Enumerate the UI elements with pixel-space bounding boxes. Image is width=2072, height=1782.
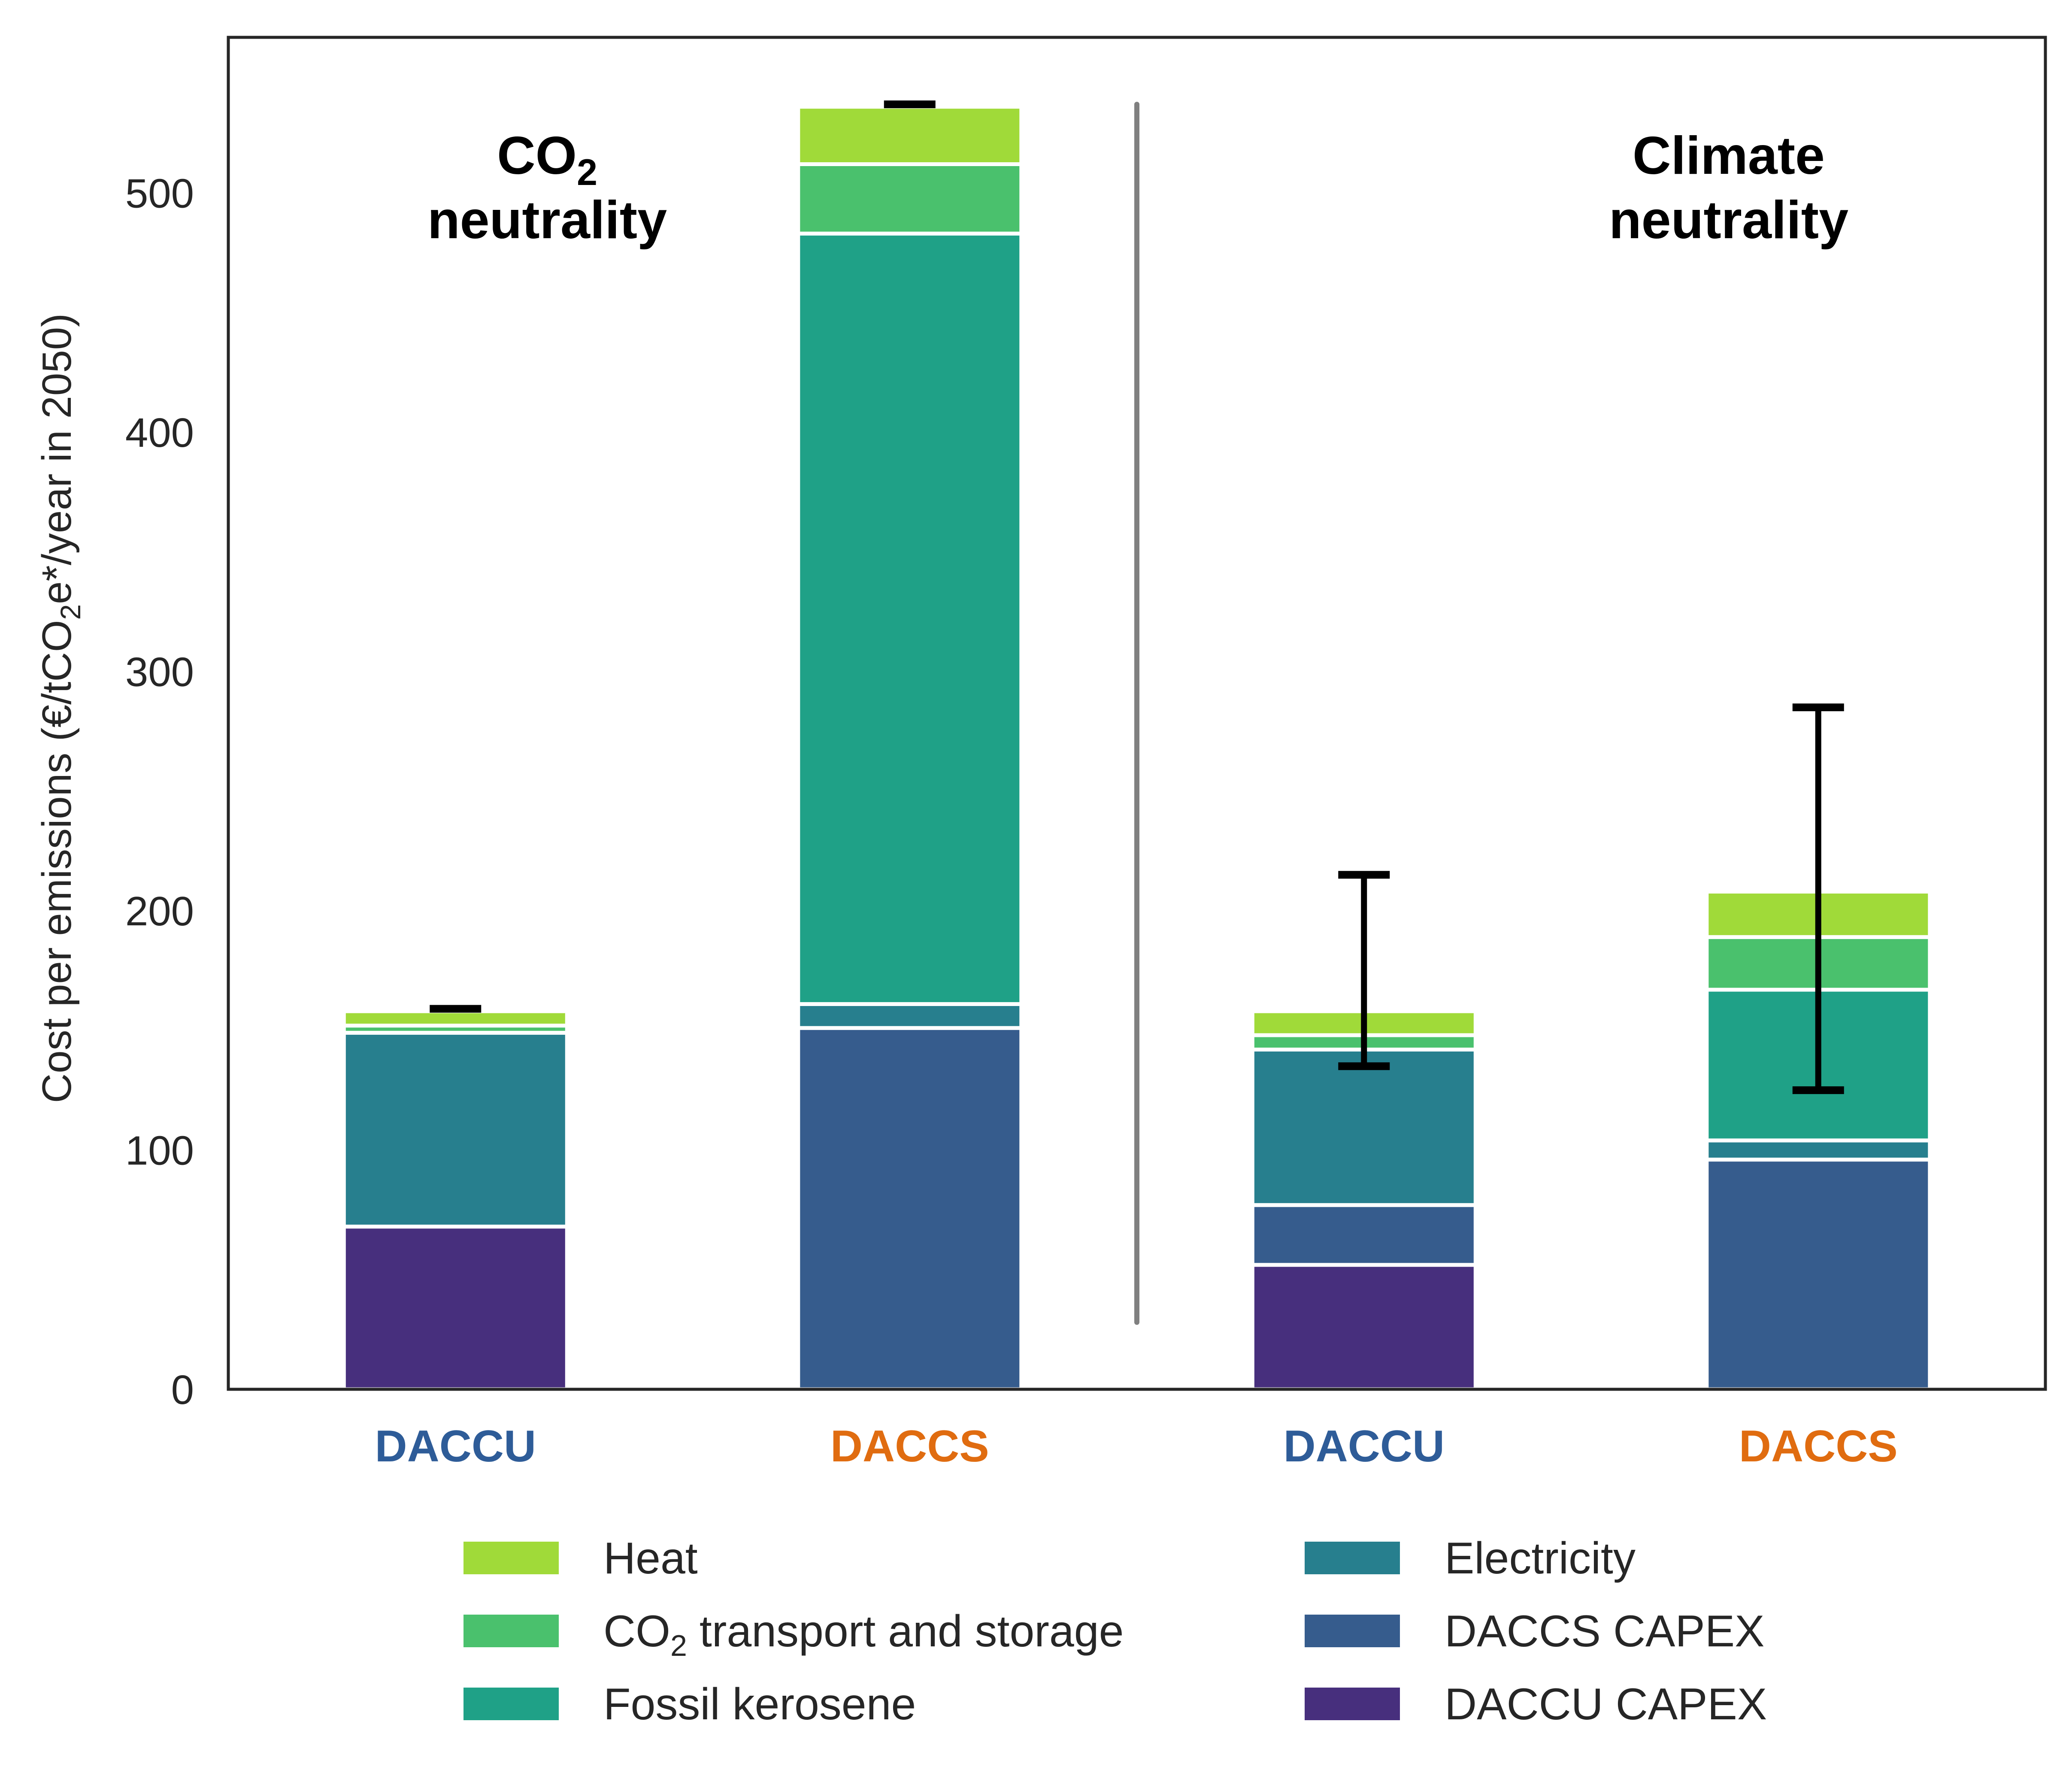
legend-label-part: CO: [603, 1606, 670, 1656]
legend-label-heat: Heat: [603, 1533, 698, 1583]
bar-segment-daccs-capex-4: [1707, 1160, 1930, 1389]
legend-label-part: DACCS CAPEX: [1445, 1606, 1765, 1656]
bar-segment-heat-1: [344, 1011, 567, 1026]
legend-label-subscript: 2: [670, 1629, 687, 1662]
y-axis-label-subscript: 2: [55, 604, 86, 620]
x-category-label-daccu-3: DACCU: [1284, 1421, 1445, 1471]
group-title-part: CO: [497, 126, 577, 185]
bar-segment-daccs-capex-2: [798, 1028, 1021, 1389]
legend-swatch-heat: [463, 1542, 559, 1574]
x-category-label-daccs-4: DACCS: [1739, 1421, 1898, 1471]
legend-swatch-fossil-kerosene: [463, 1688, 559, 1720]
y-axis-label: Cost per emissions (€/tCO2e*/year in 205…: [34, 313, 86, 1103]
legend-swatch-daccs-capex: [1305, 1615, 1400, 1647]
bar-segment-daccu-capex-3: [1252, 1265, 1475, 1389]
legend-label-part: Heat: [603, 1533, 698, 1583]
y-axis-label-part: Cost per emissions (€/tCO: [34, 620, 80, 1103]
bar-segment-daccu-capex-1: [344, 1227, 567, 1389]
legend-label-part: transport and storage: [687, 1606, 1124, 1656]
bar-segment-electricity-3: [1252, 1049, 1475, 1205]
bar-segment-co2-transport-and-storage-2: [798, 164, 1021, 234]
group-title-subscript: 2: [577, 152, 597, 193]
y-tick-label: 400: [125, 410, 194, 456]
legend-label-part: DACCU CAPEX: [1445, 1679, 1767, 1729]
legend-swatch-co2-transport-and-storage: [463, 1615, 559, 1647]
legend-label-part: Fossil kerosene: [603, 1679, 916, 1729]
legend-swatch-daccu-capex: [1305, 1688, 1400, 1720]
y-tick-label: 100: [125, 1128, 194, 1174]
group-title-climate-neutrality-line2: neutrality: [1609, 191, 1848, 250]
x-category-label-daccs-2: DACCS: [830, 1421, 989, 1471]
bar-segment-electricity-4: [1707, 1140, 1930, 1160]
bar-segment-fossil-kerosene-2: [798, 233, 1021, 1004]
y-axis-label-part: e*/year in 2050): [34, 313, 80, 604]
legend-label-part: Electricity: [1445, 1533, 1636, 1583]
y-tick-label: 300: [125, 649, 194, 695]
x-category-label-daccu-1: DACCU: [375, 1421, 536, 1471]
bar-segment-electricity-1: [344, 1033, 567, 1227]
group-title-co2-neutrality-line2: neutrality: [427, 191, 667, 250]
bar-segment-heat-2: [798, 107, 1021, 164]
y-tick-label: 0: [171, 1367, 194, 1413]
bar-segment-electricity-2: [798, 1004, 1021, 1028]
bar-segment-daccs-capex-3: [1252, 1205, 1475, 1265]
group-title-climate-neutrality: Climate: [1633, 126, 1825, 185]
y-tick-label: 200: [125, 888, 194, 934]
legend-label-electricity: Electricity: [1445, 1533, 1636, 1583]
legend-label-daccu-capex: DACCU CAPEX: [1445, 1679, 1767, 1729]
legend-swatch-electricity: [1305, 1542, 1400, 1574]
legend-label-daccs-capex: DACCS CAPEX: [1445, 1606, 1765, 1656]
y-tick-label: 500: [125, 170, 194, 216]
legend-label-fossil-kerosene: Fossil kerosene: [603, 1679, 916, 1729]
